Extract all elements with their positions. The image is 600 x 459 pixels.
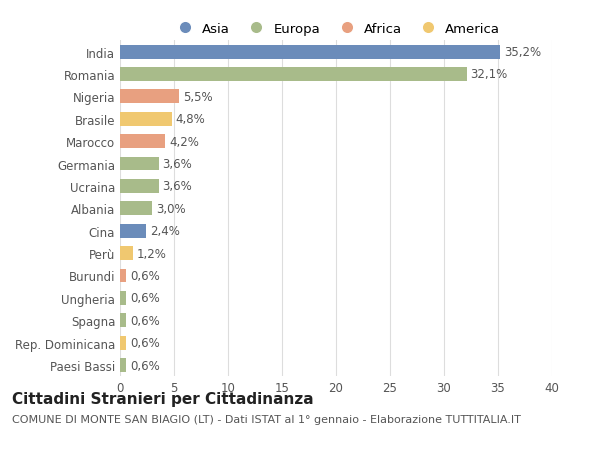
Bar — [120, 179, 159, 193]
Legend: Asia, Europa, Africa, America: Asia, Europa, Africa, America — [166, 18, 506, 41]
Bar — [120, 269, 127, 283]
Text: 3,6%: 3,6% — [163, 158, 193, 171]
Text: 0,6%: 0,6% — [130, 292, 160, 305]
Text: 0,6%: 0,6% — [130, 359, 160, 372]
Text: 3,0%: 3,0% — [156, 202, 186, 215]
Bar — [120, 202, 152, 216]
Bar — [120, 135, 166, 149]
Text: 4,8%: 4,8% — [176, 113, 205, 126]
Bar — [120, 45, 500, 59]
Text: 0,6%: 0,6% — [130, 314, 160, 327]
Text: 3,6%: 3,6% — [163, 180, 193, 193]
Bar — [120, 313, 127, 327]
Text: 35,2%: 35,2% — [504, 46, 541, 59]
Bar — [120, 336, 127, 350]
Text: 0,6%: 0,6% — [130, 336, 160, 349]
Text: 32,1%: 32,1% — [470, 68, 508, 81]
Bar — [120, 112, 172, 126]
Text: 1,2%: 1,2% — [137, 247, 167, 260]
Text: Cittadini Stranieri per Cittadinanza: Cittadini Stranieri per Cittadinanza — [12, 391, 314, 406]
Bar — [120, 224, 146, 238]
Text: 5,5%: 5,5% — [183, 91, 213, 104]
Bar — [120, 68, 467, 82]
Text: COMUNE DI MONTE SAN BIAGIO (LT) - Dati ISTAT al 1° gennaio - Elaborazione TUTTIT: COMUNE DI MONTE SAN BIAGIO (LT) - Dati I… — [12, 414, 521, 425]
Bar — [120, 157, 159, 171]
Text: 2,4%: 2,4% — [150, 225, 179, 238]
Bar — [120, 246, 133, 260]
Bar — [120, 90, 179, 104]
Text: 4,2%: 4,2% — [169, 135, 199, 148]
Bar — [120, 291, 127, 305]
Bar — [120, 358, 127, 372]
Text: 0,6%: 0,6% — [130, 269, 160, 282]
